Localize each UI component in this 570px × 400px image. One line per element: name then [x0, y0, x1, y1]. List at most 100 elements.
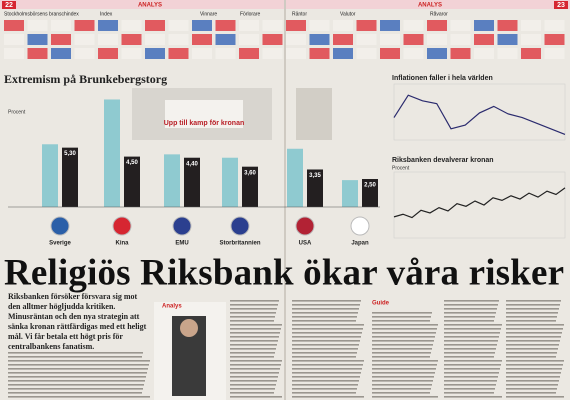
- text-line: [292, 324, 364, 326]
- text-line: [8, 380, 145, 382]
- text-line: [506, 384, 558, 386]
- text-line: [444, 312, 496, 314]
- text-line: [506, 368, 562, 370]
- text-line: [506, 392, 556, 394]
- text-line: [506, 380, 559, 382]
- text-line: [230, 300, 279, 302]
- text-line: [292, 360, 364, 362]
- line: [393, 187, 566, 219]
- bar: [164, 154, 180, 207]
- text-line: [292, 320, 356, 322]
- text-line: [292, 376, 360, 378]
- clip-page: [165, 100, 243, 128]
- text-line: [230, 308, 277, 310]
- text-line: [444, 352, 495, 354]
- bar-label: 3,60: [244, 170, 256, 176]
- market-cell: [121, 20, 142, 31]
- text-line: [8, 372, 147, 374]
- market-cell: [74, 34, 95, 45]
- text-line: [292, 344, 359, 346]
- text-line: [292, 328, 363, 330]
- flag: [112, 216, 132, 236]
- market-cell: [239, 48, 259, 59]
- text-line: [372, 340, 434, 342]
- market-cell: [168, 48, 189, 59]
- text-line: [444, 356, 494, 358]
- country-label: Kina: [115, 241, 129, 247]
- market-cell: [98, 20, 118, 31]
- country-label: USA: [299, 241, 312, 247]
- text-line: [444, 324, 502, 326]
- text-line: [506, 336, 561, 338]
- table-header: Index: [100, 11, 113, 17]
- infographic-title: Extremism på Brunkebergstorg: [4, 72, 167, 86]
- text-line: [230, 364, 281, 366]
- market-cell: [309, 34, 330, 45]
- text-line: [444, 336, 499, 338]
- text-line: [8, 360, 150, 362]
- bar-label: 4,50: [126, 160, 138, 166]
- text-line: [292, 332, 362, 334]
- market-cell: [380, 34, 400, 45]
- text-line: [230, 320, 274, 322]
- market-cell: [450, 48, 471, 59]
- page-box: [2, 1, 16, 9]
- market-cell: [215, 20, 236, 31]
- page-number: 22: [5, 2, 13, 9]
- text-line: [444, 308, 497, 310]
- table-header: Förlorare: [240, 11, 261, 17]
- market-cell: [145, 48, 165, 59]
- text-line: [230, 304, 278, 306]
- text-line: [506, 312, 558, 314]
- market-cell: [450, 34, 471, 45]
- page-number: 23: [557, 2, 565, 9]
- table-header: Vinnare: [200, 11, 217, 17]
- bar: [362, 179, 378, 207]
- text-line: [372, 372, 435, 374]
- text-line: [292, 300, 361, 302]
- text-line: [506, 364, 563, 366]
- market-cell: [474, 48, 494, 59]
- market-cell: [427, 34, 447, 45]
- text-line: [230, 360, 282, 362]
- text-line: [506, 320, 556, 322]
- flag: [172, 216, 192, 236]
- market-cell: [356, 48, 377, 59]
- market-cell: [262, 34, 283, 45]
- market-cell: [333, 20, 353, 31]
- country-label: Storbritannien: [219, 241, 260, 247]
- market-cell: [380, 48, 400, 59]
- text-line: [506, 324, 564, 326]
- text-line: [506, 344, 559, 346]
- table-header: Valutor: [340, 11, 356, 17]
- market-cell: [403, 20, 424, 31]
- text-line: [230, 312, 276, 314]
- text-line: [444, 376, 498, 378]
- text-line: [292, 364, 363, 366]
- text-line: [372, 376, 434, 378]
- text-line: [8, 376, 146, 378]
- bar-label: 4,40: [186, 161, 198, 167]
- market-cell: [168, 34, 189, 45]
- text-line: [292, 308, 359, 310]
- text-line: [230, 384, 276, 386]
- text-line: [230, 352, 275, 354]
- market-cell: [27, 20, 48, 31]
- text-line: [372, 312, 432, 314]
- market-cell: [121, 48, 142, 59]
- text-line: [506, 304, 560, 306]
- text-line: [230, 392, 274, 394]
- text-line: [372, 324, 438, 326]
- market-cell: [192, 20, 212, 31]
- text-line: [230, 316, 275, 318]
- market-cell: [286, 20, 306, 31]
- market-cell: [98, 34, 118, 45]
- guide-tag: Guide: [372, 301, 390, 307]
- text-line: [372, 328, 437, 330]
- bar: [124, 156, 140, 207]
- bar: [42, 144, 58, 207]
- text-line: [444, 384, 496, 386]
- lead-text: Riksbanken försöker försvara sig mot den…: [8, 292, 147, 351]
- text-line: [506, 396, 564, 398]
- text-line: [230, 368, 280, 370]
